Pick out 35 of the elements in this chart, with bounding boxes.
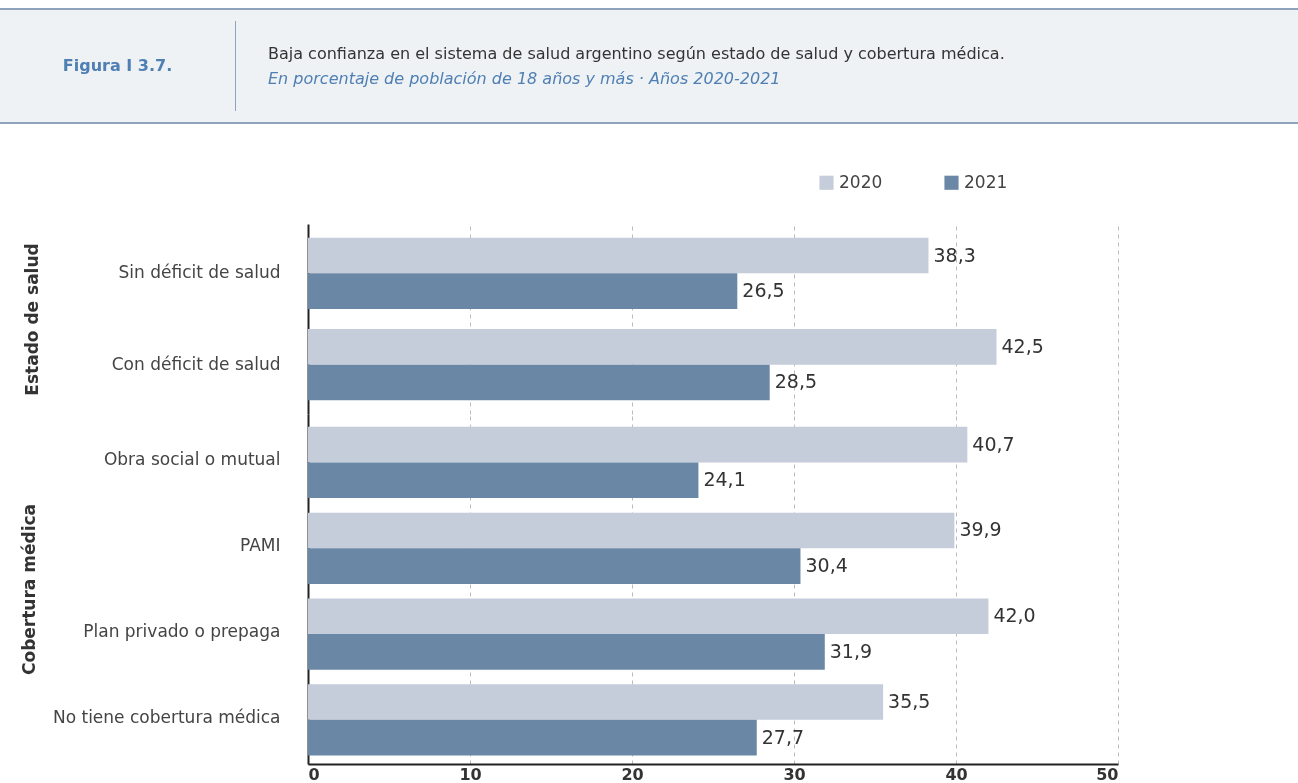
data-label: 38,3 <box>933 243 976 266</box>
x-tick-label: 50 <box>1096 764 1119 783</box>
y-axis-title: Cobertura médica <box>18 503 39 676</box>
x-tick-label: 30 <box>783 764 806 783</box>
chart-title: Baja confianza en el sistema de salud argentino según estado de salud y cobertura médica. <box>268 44 1005 63</box>
x-tick-label: 10 <box>459 764 482 783</box>
x-tick-label: 20 <box>621 764 644 783</box>
y-tick-label: Sin déficit de salud <box>118 262 281 283</box>
data-label: 31,9 <box>829 639 873 662</box>
data-label: 35,5 <box>888 690 931 713</box>
legend-label: 2021 <box>964 171 1008 192</box>
y-tick-label: Plan privado o prepaga <box>83 620 281 641</box>
data-label: 26,5 <box>742 279 785 302</box>
bar <box>308 237 929 274</box>
data-label: 30,4 <box>805 554 848 577</box>
x-tick-label: 40 <box>945 764 968 783</box>
bar <box>308 364 770 401</box>
data-label: 42,0 <box>993 604 1036 627</box>
data-label: 39,9 <box>959 518 1002 541</box>
data-label: 28,5 <box>774 370 818 393</box>
y-tick-label: Obra social o mutual <box>103 449 281 470</box>
data-label: 40,7 <box>972 432 1015 455</box>
chart-subtitle: En porcentaje de población de 18 años y más · Años 2020-2021 <box>268 69 782 88</box>
y-tick-label: No tiene cobertura médica <box>52 706 281 727</box>
bar <box>308 329 997 365</box>
y-tick-label: Con déficit de salud <box>111 353 281 374</box>
bar <box>308 273 738 309</box>
data-label: 27,7 <box>761 725 805 748</box>
data-label: 24,1 <box>703 468 746 491</box>
y-tick-label: PAMI <box>240 535 281 556</box>
data-label: 42,5 <box>1001 334 1044 357</box>
legend-label: 2020 <box>839 171 883 192</box>
y-axis-title: Estado de salud <box>21 243 42 396</box>
x-tick-label: 0 <box>308 764 320 783</box>
text: Figura I 3.7. <box>0 21 236 111</box>
